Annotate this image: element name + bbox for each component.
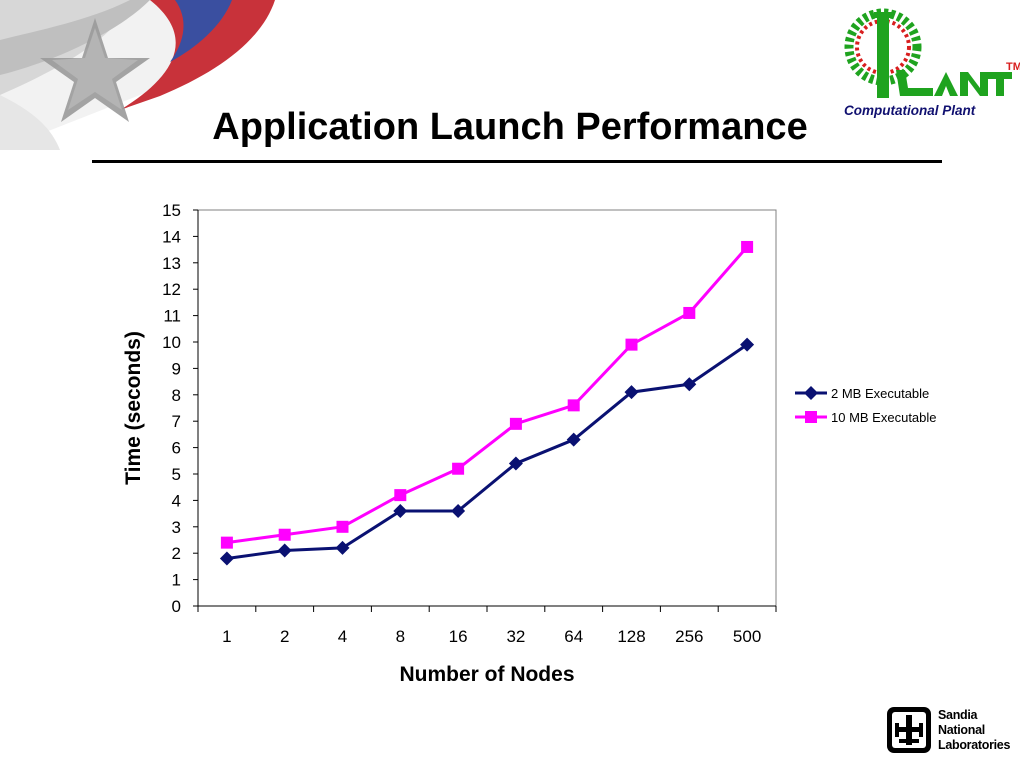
y-tick-label: 15: [162, 201, 181, 220]
y-tick-label: 4: [172, 491, 181, 510]
data-point: [508, 456, 523, 471]
chart-legend: 2 MB Executable 10 MB Executable: [795, 386, 937, 425]
flag-star-decoration: [0, 0, 275, 150]
sandia-line-2: National: [938, 723, 985, 737]
x-tick-label: 1: [222, 627, 231, 646]
y-tick-label: 11: [163, 307, 181, 326]
y-tick-label: 5: [172, 465, 181, 484]
y-tick-label: 10: [162, 333, 181, 352]
data-point: [335, 540, 350, 555]
legend-item: 10 MB Executable: [795, 410, 937, 425]
data-point: [682, 377, 697, 392]
data-point: [740, 337, 755, 352]
data-point: [278, 528, 291, 541]
x-tick-label: 16: [449, 627, 468, 646]
plot-area-frame: [197, 209, 777, 607]
x-tick-label: 4: [338, 627, 347, 646]
data-point: [220, 536, 233, 549]
x-tick-label: 256: [675, 627, 703, 646]
sandia-thunderbird-icon: [887, 707, 931, 753]
x-tick-label: 2: [280, 627, 289, 646]
data-point: [683, 306, 696, 319]
y-tick-label: 13: [162, 254, 181, 273]
data-point: [393, 503, 408, 518]
data-point: [277, 543, 292, 558]
x-axis-title: Number of Nodes: [399, 663, 574, 686]
data-point: [741, 240, 754, 253]
computational-plant-logo: TM Computational Plant: [844, 8, 1020, 118]
title-divider: [92, 160, 942, 163]
legend-swatch-marker: [805, 411, 817, 423]
data-point: [566, 432, 581, 447]
data-point: [452, 462, 465, 475]
sandia-line-3: Laboratories: [938, 738, 1011, 752]
plant-sun-icon: [844, 8, 922, 98]
plant-tm-mark: TM: [1006, 61, 1020, 73]
data-point: [219, 551, 234, 566]
plant-lant-wordmark: [896, 70, 1012, 96]
legend-item: 2 MB Executable: [795, 386, 929, 401]
x-tick-label: 500: [733, 627, 761, 646]
data-point: [625, 338, 638, 351]
series-layer: [219, 240, 755, 566]
y-tick-label: 9: [172, 359, 181, 378]
legend-label: 2 MB Executable: [831, 386, 929, 401]
sandia-line-1: Sandia: [938, 708, 978, 722]
x-tick-label: 32: [506, 627, 525, 646]
series-line: [226, 343, 748, 560]
y-tick-label: 2: [172, 544, 181, 563]
y-tick-label: 7: [172, 412, 181, 431]
x-tick-label: 8: [396, 627, 405, 646]
data-point: [394, 489, 407, 502]
data-point: [509, 417, 522, 430]
data-point: [567, 399, 580, 412]
series-2mb: [219, 337, 755, 566]
series-line: [226, 245, 749, 545]
y-tick-label: 1: [172, 571, 181, 590]
x-axis-ticks: 1 2 4 8 16 32 64 128 256 500: [197, 606, 777, 646]
data-point: [451, 503, 466, 518]
data-point: [336, 520, 349, 533]
y-tick-label: 12: [162, 280, 181, 299]
y-tick-label: 0: [172, 597, 181, 616]
plant-subtitle: Computational Plant: [844, 103, 976, 118]
series-10mb: [220, 240, 754, 549]
y-tick-label: 8: [172, 386, 181, 405]
y-tick-label: 3: [172, 518, 181, 537]
legend-label: 10 MB Executable: [831, 410, 937, 425]
x-tick-label: 64: [564, 627, 583, 646]
sandia-logo: Sandia National Laboratories: [885, 705, 1011, 757]
data-point: [624, 385, 639, 400]
y-tick-label: 6: [172, 439, 181, 458]
y-axis-title: Time (seconds): [122, 331, 145, 485]
sandia-wordmark: Sandia National Laboratories: [938, 708, 1010, 753]
y-tick-label: 14: [162, 227, 181, 246]
page-title: Application Launch Performance: [212, 106, 808, 148]
x-tick-label: 128: [617, 627, 645, 646]
legend-swatch-marker: [804, 386, 818, 400]
